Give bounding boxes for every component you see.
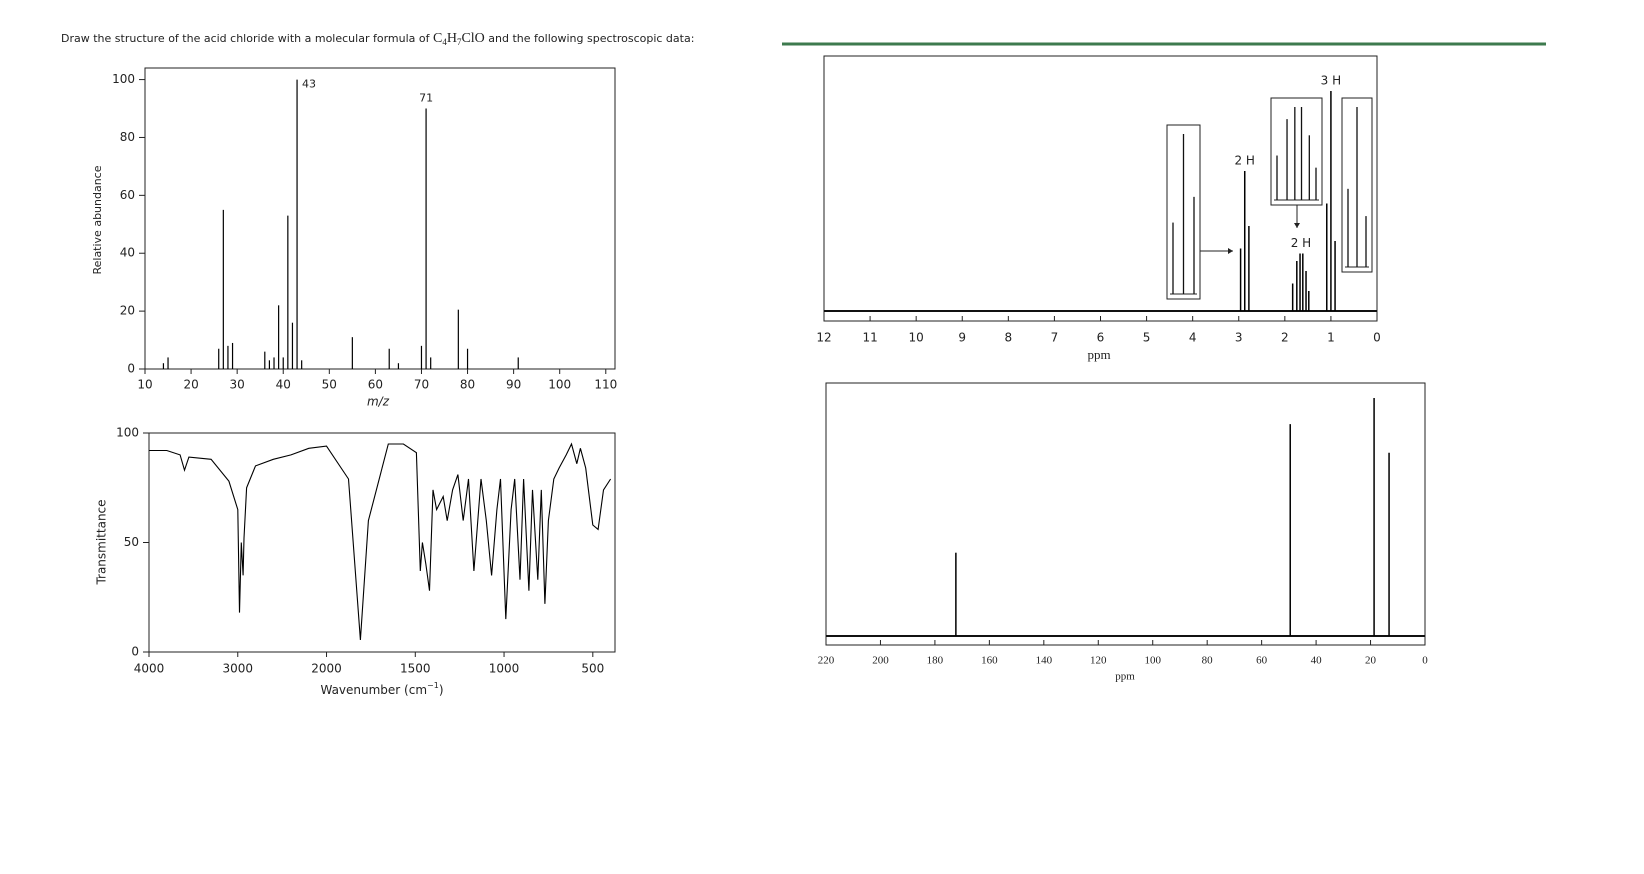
question-text: Draw the structure of the acid chloride … — [61, 32, 431, 45]
x-axis-label: Wavenumber (cm−1) — [320, 681, 443, 697]
x-tick-label: 20 — [1365, 655, 1377, 667]
x-axis-label-part: ) — [439, 683, 444, 697]
x-tick-label: 5 — [1143, 331, 1151, 345]
x-tick-label: 3000 — [222, 662, 253, 676]
x-tick-label: 70 — [414, 378, 429, 392]
x-tick-label: 1500 — [400, 662, 431, 676]
x-tick-label: 60 — [1256, 655, 1268, 667]
formula: 7 — [457, 37, 462, 47]
x-tick-label: 11 — [862, 331, 877, 345]
x-tick-label: 100 — [548, 378, 571, 392]
plot-frame — [144, 67, 616, 370]
x-tick-label: 140 — [1036, 655, 1053, 667]
x-tick-label: 2 — [1281, 331, 1289, 345]
y-tick-label: 100 — [112, 72, 135, 86]
x-tick-label: 4000 — [134, 662, 165, 676]
y-tick-label: 40 — [120, 246, 135, 260]
x-tick-label: 0 — [1373, 331, 1381, 345]
plot-frame — [825, 382, 1426, 646]
x-tick-label: 80 — [1202, 655, 1214, 667]
x-tick-label: 160 — [981, 655, 998, 667]
x-tick-label: 30 — [230, 378, 245, 392]
x-tick-label: 220 — [818, 655, 835, 667]
x-tick-label: 3 — [1235, 331, 1243, 345]
y-tick-label: 50 — [124, 535, 139, 549]
y-axis-label: Relative abundance — [91, 165, 104, 274]
peak-label: 71 — [419, 92, 433, 105]
inset-box — [1270, 97, 1323, 206]
y-tick-label: 20 — [120, 304, 135, 318]
x-tick-label: 10 — [909, 331, 924, 345]
x-axis-label: ppm — [1115, 671, 1135, 683]
x-tick-label: 9 — [958, 331, 966, 345]
ir-trace — [149, 442, 612, 641]
question-text: and the following spectroscopic data: — [488, 32, 694, 45]
x-tick-label: 40 — [276, 378, 291, 392]
y-tick-label: 100 — [116, 426, 139, 440]
plot-frame — [148, 432, 616, 653]
formula: 4 — [442, 37, 447, 47]
formula: H — [447, 31, 457, 46]
x-tick-label: 0 — [1422, 655, 1428, 667]
x-axis-label-part: −1 — [427, 681, 439, 690]
x-tick-label: 20 — [183, 378, 198, 392]
x-tick-label: 200 — [872, 655, 889, 667]
peak-label: 43 — [302, 78, 316, 91]
x-tick-label: 4 — [1189, 331, 1197, 345]
x-tick-label: 1000 — [489, 662, 520, 676]
x-tick-label: 500 — [581, 662, 604, 676]
x-tick-label: 40 — [1311, 655, 1323, 667]
arrow-head — [1294, 223, 1300, 228]
x-axis-label: ppm — [1087, 347, 1110, 362]
x-axis-label-part: Wavenumber (cm — [320, 683, 427, 697]
y-tick-label: 0 — [127, 362, 135, 376]
x-tick-label: 12 — [816, 331, 831, 345]
x-axis-label: m/z — [367, 395, 390, 409]
integration-label: 3 H — [1321, 74, 1341, 88]
x-tick-label: 1 — [1327, 331, 1335, 345]
x-tick-label: 80 — [460, 378, 475, 392]
y-tick-label: 60 — [120, 188, 135, 202]
arrow-head — [1228, 248, 1233, 254]
y-tick-label: 80 — [120, 130, 135, 144]
y-axis-label: Transmittance — [95, 499, 109, 585]
x-tick-label: 120 — [1090, 655, 1107, 667]
x-tick-label: 6 — [1097, 331, 1105, 345]
x-tick-label: 8 — [1005, 331, 1013, 345]
formula: C — [433, 31, 442, 46]
x-tick-label: 60 — [368, 378, 383, 392]
question: Draw the structure of the acid chloride … — [61, 31, 694, 47]
x-tick-label: 7 — [1051, 331, 1059, 345]
y-tick-label: 0 — [131, 645, 139, 659]
integration-label: 2 H — [1291, 236, 1311, 250]
x-tick-label: 110 — [594, 378, 617, 392]
x-tick-label: 100 — [1144, 655, 1161, 667]
integration-label: 2 H — [1234, 154, 1254, 168]
x-tick-label: 90 — [506, 378, 521, 392]
x-tick-label: 10 — [137, 378, 152, 392]
x-tick-label: 2000 — [311, 662, 342, 676]
x-tick-label: 50 — [322, 378, 337, 392]
x-tick-label: 180 — [927, 655, 944, 667]
formula: ClO — [461, 31, 484, 46]
